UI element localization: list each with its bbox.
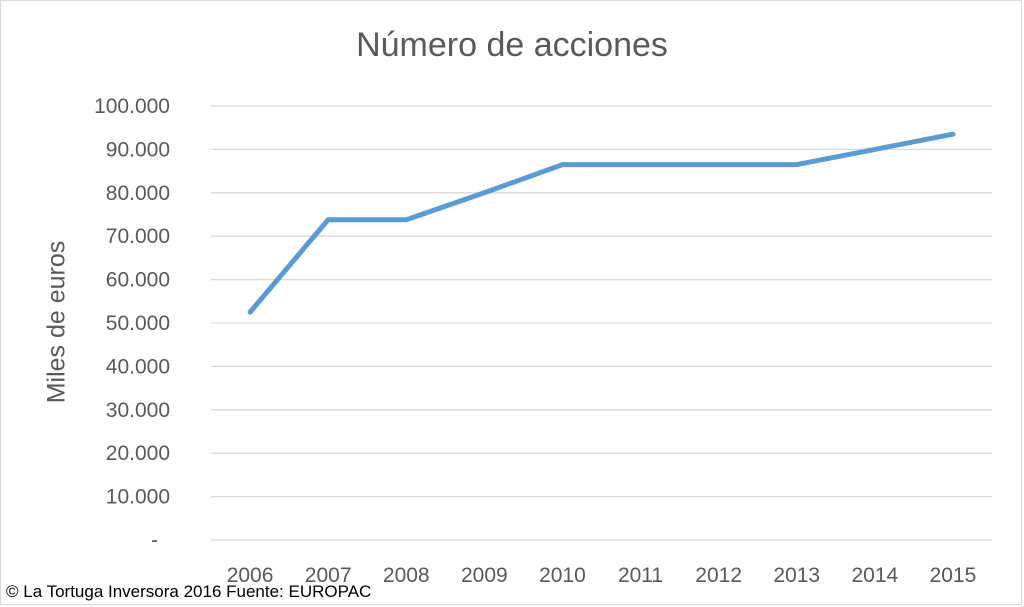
source-footer: © La Tortuga Inversora 2016 Fuente: EURO… — [6, 582, 372, 601]
x-tick-label: 2009 — [461, 564, 508, 587]
y-tick-label: 30.000 — [106, 399, 170, 422]
y-tick-labels: - 10.000 20.000 30.000 40.000 50.000 60.000 70.… — [94, 95, 170, 552]
y-tick-label: 10.000 — [106, 486, 170, 509]
x-tick-label: 2008 — [383, 564, 430, 587]
y-tick-label: 80.000 — [106, 182, 170, 205]
y-tick-label: 60.000 — [106, 269, 170, 292]
x-tick-label: 2015 — [930, 564, 977, 587]
series-group — [247, 131, 956, 315]
y-tick-label: - — [151, 529, 158, 552]
series-line — [247, 131, 956, 315]
y-tick-label: 90.000 — [106, 138, 170, 161]
x-tick-label: 2006 — [227, 564, 274, 587]
x-tick-labels: 2006 2007 2008 2009 2010 2011 2012 2013 2014 2015 — [227, 564, 977, 587]
x-tick-label: 2013 — [773, 564, 820, 587]
y-tick-label: 50.000 — [106, 312, 170, 335]
x-tick-label: 2007 — [305, 564, 352, 587]
y-tick-label: 40.000 — [106, 355, 170, 378]
x-tick-label: 2010 — [539, 564, 586, 587]
y-tick-label: 70.000 — [106, 225, 170, 248]
x-tick-label: 2011 — [618, 564, 663, 587]
x-tick-label: 2012 — [695, 564, 742, 587]
y-tick-label: 100.000 — [94, 95, 170, 118]
gridlines — [211, 105, 992, 541]
chart-title: Número de acciones — [356, 26, 668, 64]
y-tick-label: 20.000 — [106, 442, 170, 465]
x-tick-label: 2014 — [851, 564, 898, 587]
